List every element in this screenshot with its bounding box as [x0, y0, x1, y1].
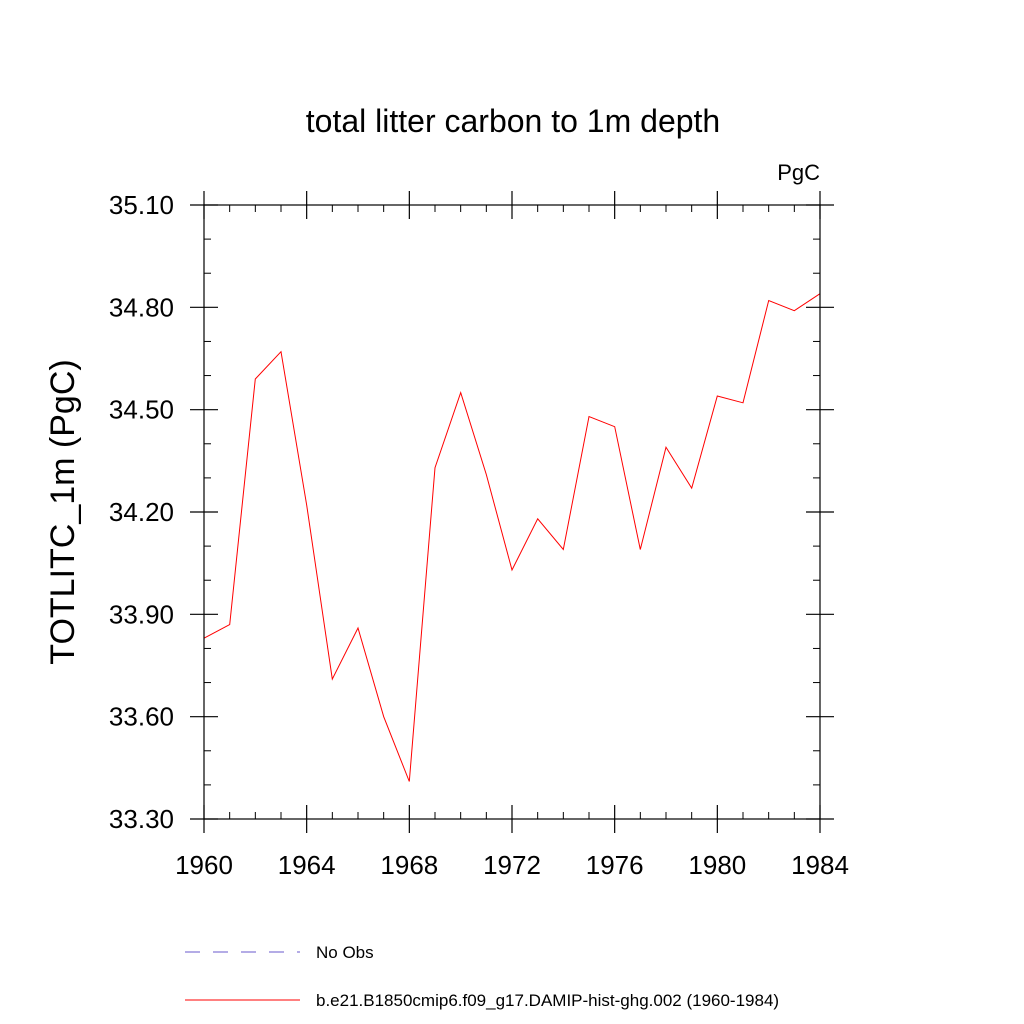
units-label: PgC — [777, 160, 820, 185]
x-tick-label: 1984 — [791, 850, 849, 880]
major-ticks — [190, 191, 834, 833]
series-group — [203, 293, 821, 782]
x-tick-label: 1976 — [586, 850, 644, 880]
y-tick-labels: 33.30 33.60 33.90 34.20 34.50 34.80 35.10 — [109, 190, 174, 834]
y-tick-label: 33.60 — [109, 702, 174, 732]
y-tick-label: 34.50 — [109, 395, 174, 425]
y-tick-label: 34.80 — [109, 292, 174, 322]
legend-label-no-obs: No Obs — [316, 943, 374, 962]
legend-label-model: b.e21.B1850cmip6.f09_g17.DAMIP-hist-ghg.… — [316, 991, 779, 1010]
x-tick-label: 1964 — [278, 850, 336, 880]
x-tick-label: 1972 — [483, 850, 541, 880]
x-tick-labels: 1960 1964 1968 1972 1976 1980 1984 — [175, 850, 849, 880]
x-tick-label: 1960 — [175, 850, 233, 880]
y-tick-label: 34.20 — [109, 497, 174, 527]
series-line — [203, 293, 821, 782]
y-axis-label: TOTLITC_1m (PgC) — [44, 359, 82, 664]
plot-frame — [203, 204, 821, 820]
chart-title: total litter carbon to 1m depth — [306, 103, 720, 139]
x-tick-label: 1980 — [688, 850, 746, 880]
y-tick-label: 33.90 — [109, 599, 174, 629]
y-tick-label: 33.30 — [109, 804, 174, 834]
legend: No Obs b.e21.B1850cmip6.f09_g17.DAMIP-hi… — [185, 943, 779, 1010]
x-tick-label: 1968 — [380, 850, 438, 880]
minor-ticks — [204, 205, 820, 819]
y-tick-label: 35.10 — [109, 190, 174, 220]
